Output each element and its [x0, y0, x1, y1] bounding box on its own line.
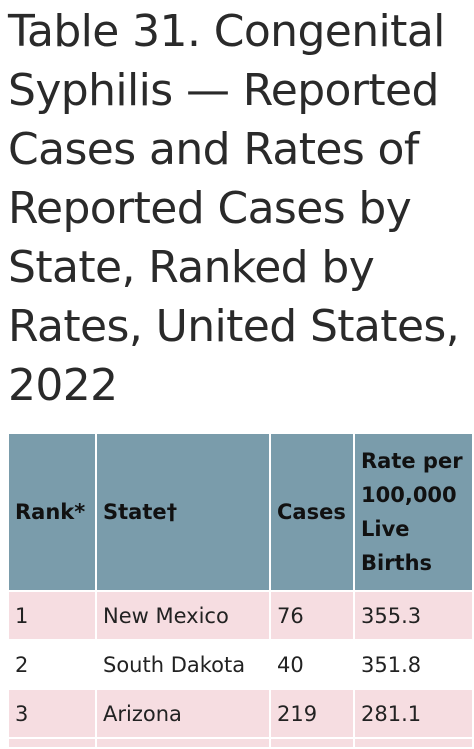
- cell-cases: 76: [269, 590, 355, 641]
- header-state: State†: [95, 432, 271, 592]
- table-row: 3 Arizona 219 281.1: [7, 688, 474, 739]
- cell-rate: 351.8: [353, 639, 474, 690]
- cell-empty: [95, 737, 271, 749]
- header-rank: Rank*: [7, 432, 97, 592]
- cell-state: Arizona: [95, 688, 271, 739]
- cell-state: South Dakota: [95, 639, 271, 690]
- table-row: 2 South Dakota 40 351.8: [7, 639, 474, 690]
- cell-rank: 3: [7, 688, 97, 739]
- cases-rates-table: Rank* State† Cases Rate per 100,000 Live…: [7, 432, 474, 749]
- cell-empty: [7, 737, 97, 749]
- header-rate: Rate per 100,000 Live Births: [353, 432, 474, 592]
- cell-state: New Mexico: [95, 590, 271, 641]
- cell-empty: [353, 737, 474, 749]
- table-header-row: Rank* State† Cases Rate per 100,000 Live…: [7, 432, 474, 592]
- page-title: Table 31. Congenital Syphilis — Reported…: [8, 6, 460, 411]
- header-cases: Cases: [269, 432, 355, 592]
- table-row-cutoff: [7, 737, 474, 749]
- cell-cases: 219: [269, 688, 355, 739]
- cell-rate: 355.3: [353, 590, 474, 641]
- cell-empty: [269, 737, 355, 749]
- cell-rank: 1: [7, 590, 97, 641]
- cell-rate: 281.1: [353, 688, 474, 739]
- table-row: 1 New Mexico 76 355.3: [7, 590, 474, 641]
- cell-cases: 40: [269, 639, 355, 690]
- cell-rank: 2: [7, 639, 97, 690]
